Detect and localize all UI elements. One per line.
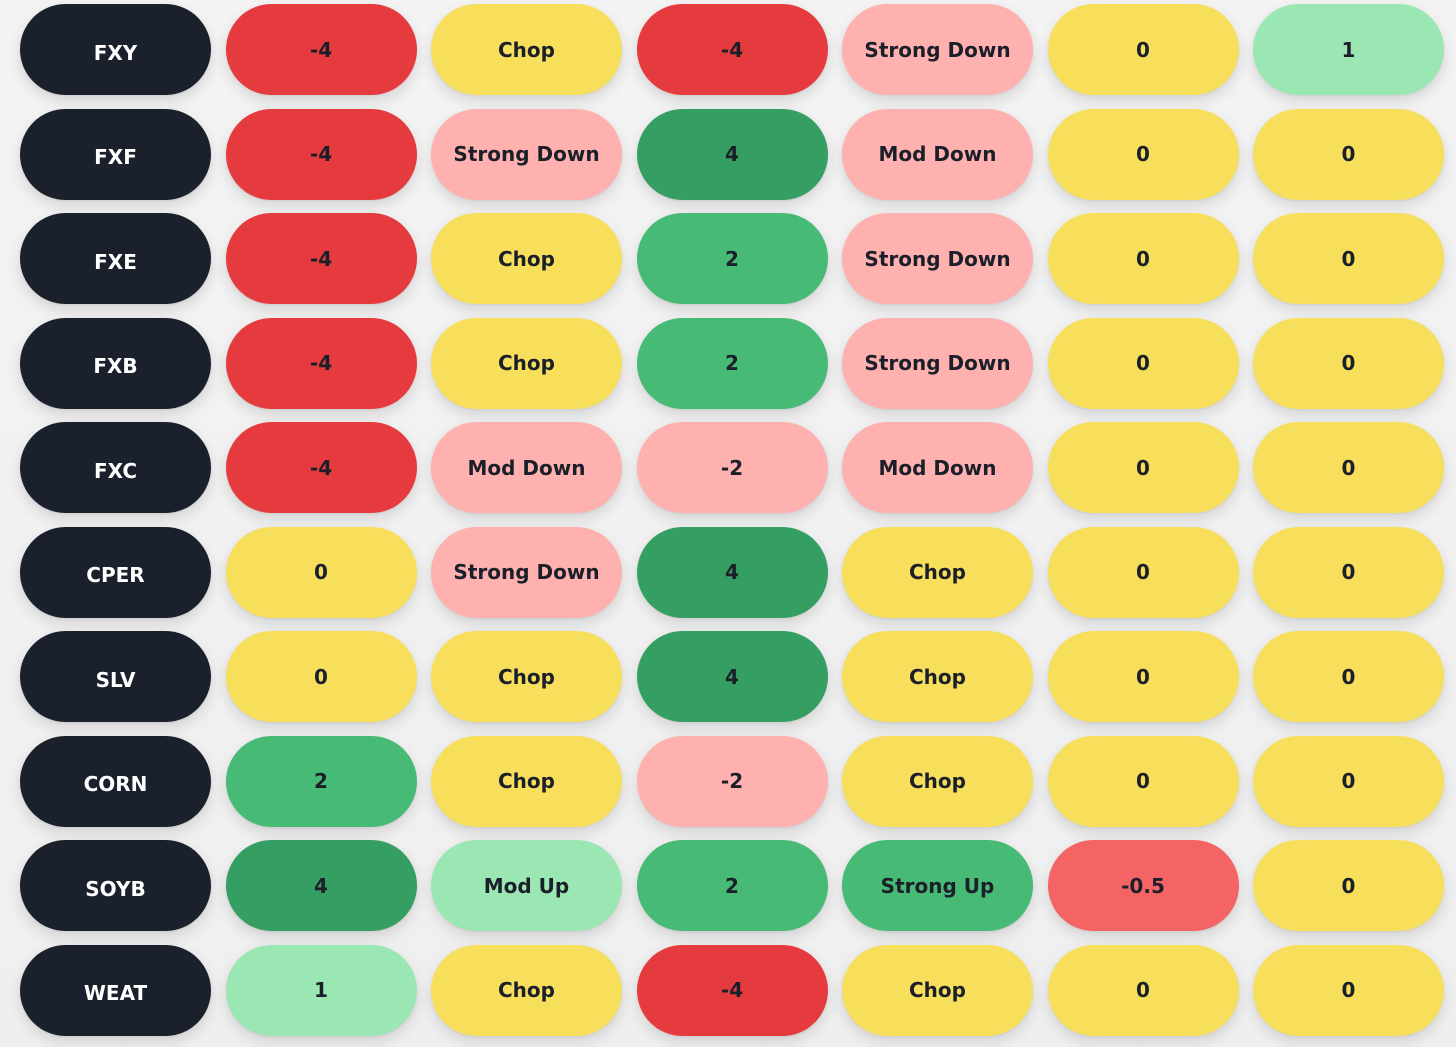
signal-pill: 0 (1253, 944, 1444, 1036)
signal-pill: 4 (636, 631, 828, 722)
signal-pill: 0 (1253, 422, 1444, 513)
signal-pill: 2 (636, 317, 828, 409)
signal-pill: Mod Down (842, 108, 1033, 200)
signal-pill: Strong Down (431, 526, 622, 618)
ticker-pill: FXC (20, 422, 211, 513)
signal-pill: 2 (636, 840, 828, 931)
ticker-pill: SOYB (20, 840, 211, 931)
signal-pill: 0 (1253, 735, 1444, 827)
signal-pill: Strong Down (842, 213, 1033, 304)
signal-pill: Chop (431, 213, 622, 304)
signal-pill: -4 (225, 4, 417, 95)
signal-pill: Chop (431, 4, 622, 95)
signal-pill: 0 (1047, 213, 1239, 304)
signal-pill: Chop (431, 944, 622, 1036)
signal-pill: 0 (1253, 108, 1444, 200)
ticker-pill: SLV (20, 631, 211, 722)
signal-pill: 0 (1047, 4, 1239, 95)
signal-pill: 0 (1047, 422, 1239, 513)
signal-grid: FXY -4 Chop -4 Strong Down 0 1 FXF -4 St… (20, 4, 1444, 1036)
signal-pill: Chop (842, 944, 1033, 1036)
ticker-pill: CPER (20, 526, 211, 618)
signal-pill: 1 (225, 944, 417, 1036)
signal-pill: -4 (225, 108, 417, 200)
ticker-pill: FXE (20, 213, 211, 304)
ticker-pill: CORN (20, 735, 211, 827)
signal-pill: 0 (1253, 526, 1444, 618)
signal-pill: 2 (225, 735, 417, 827)
signal-pill: 0 (1047, 735, 1239, 827)
signal-pill: Chop (431, 317, 622, 409)
signal-pill: 0 (1047, 631, 1239, 722)
signal-pill: 0 (1253, 213, 1444, 304)
signal-pill: -2 (636, 735, 828, 827)
signal-pill: 4 (225, 840, 417, 931)
signal-pill: 4 (636, 526, 828, 618)
signal-pill: Strong Down (842, 4, 1033, 95)
ticker-pill: FXF (20, 108, 211, 200)
signal-pill: Mod Down (431, 422, 622, 513)
signal-pill: 0 (225, 631, 417, 722)
signal-pill: 0 (1047, 944, 1239, 1036)
signal-pill: Strong Down (842, 317, 1033, 409)
signal-pill: -0.5 (1047, 840, 1239, 931)
signal-pill: Strong Up (842, 840, 1033, 931)
signal-pill: Mod Down (842, 422, 1033, 513)
signal-pill: 0 (1253, 631, 1444, 722)
signal-pill: -4 (636, 944, 828, 1036)
signal-pill: -4 (225, 422, 417, 513)
signal-pill: 0 (1047, 317, 1239, 409)
signal-pill: 0 (1047, 108, 1239, 200)
signal-pill: Mod Up (431, 840, 622, 931)
ticker-pill: FXY (20, 4, 211, 95)
ticker-pill: WEAT (20, 944, 211, 1036)
signal-pill: Chop (431, 631, 622, 722)
signal-pill: Chop (431, 735, 622, 827)
signal-pill: Chop (842, 631, 1033, 722)
signal-pill: Chop (842, 526, 1033, 618)
signal-pill: 0 (1253, 317, 1444, 409)
signal-pill: 4 (636, 108, 828, 200)
signal-pill: 0 (225, 526, 417, 618)
signal-pill: -4 (225, 213, 417, 304)
ticker-pill: FXB (20, 317, 211, 409)
signal-pill: Chop (842, 735, 1033, 827)
signal-pill: -4 (225, 317, 417, 409)
signal-pill: 0 (1253, 840, 1444, 931)
signal-pill: 0 (1047, 526, 1239, 618)
signal-pill: 2 (636, 213, 828, 304)
signal-pill: Strong Down (431, 108, 622, 200)
signal-pill: -4 (636, 4, 828, 95)
signal-pill: 1 (1253, 4, 1444, 95)
signal-pill: -2 (636, 422, 828, 513)
